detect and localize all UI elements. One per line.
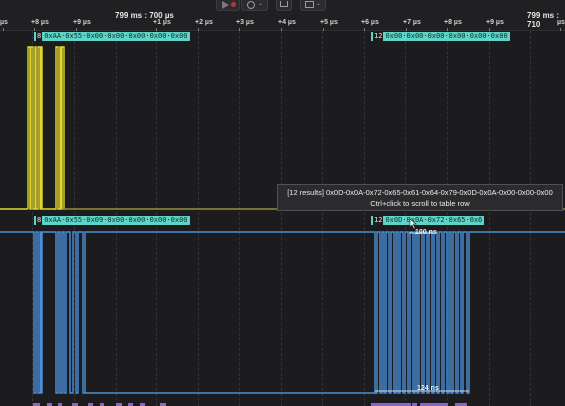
- time-ruler[interactable]: 799 ms : 700 µs 799 ms : 710 ⌄ ⌄ µs +8 µs…: [0, 0, 565, 31]
- grid-line: [364, 31, 365, 406]
- decoder-index: 12: [373, 216, 384, 225]
- ruler-tick-mark: [239, 28, 240, 31]
- ruler-tick-label: +2 µs: [195, 19, 213, 26]
- ruler-tick-mark: [156, 28, 157, 31]
- strip-block: [100, 403, 104, 406]
- measure-button[interactable]: ⌄: [300, 0, 326, 11]
- grid-line: [239, 31, 240, 406]
- decoder-bytes: 0xAA·0x55·0x09·0x00·0x00·0x00·0x00: [44, 216, 188, 224]
- ruler-tick-mark: [76, 28, 77, 31]
- strip-block: [420, 403, 448, 406]
- decoder-tooltip: [12 results] 0x0D-0x0A-0x72-0x65-0x61-0x…: [277, 184, 563, 211]
- ruler-tick-mark: [323, 28, 324, 31]
- strip-block: [160, 403, 166, 406]
- ruler-tick-label: +5 µs: [320, 19, 338, 26]
- ruler-tick-mark: [3, 28, 4, 31]
- ruler-tick-label: µs: [0, 19, 8, 26]
- measure-icon: [305, 1, 314, 8]
- chevron-down-icon: ⌄: [258, 1, 264, 7]
- ruler-tick-label: +4 µs: [278, 19, 296, 26]
- ruler-tick-mark: [447, 28, 448, 31]
- tooltip-hint: Ctrl+click to scroll to table row: [370, 199, 470, 208]
- record-button[interactable]: [216, 0, 240, 11]
- ruler-tick-mark: [364, 28, 365, 31]
- decoder-index: 12: [373, 32, 384, 41]
- strip-block: [371, 403, 411, 406]
- grid-line: [489, 31, 490, 406]
- capture-settings-icon: [247, 1, 255, 9]
- decoder-bytes: 0xAA·0x55·0x00·0x00·0x00·0x00·0x00: [44, 32, 188, 40]
- ruler-tick-mark: [560, 28, 561, 31]
- decoder-label-ch1-a[interactable]: 8 0xAA·0x55·0x09·0x00·0x00·0x00·0x00: [34, 216, 190, 225]
- strip-block: [58, 403, 62, 406]
- decoder-bytes: 0x0D·0x0A·0x72·0x65·0x6: [385, 216, 483, 224]
- ruler-tick-label: +7 µs: [403, 19, 421, 26]
- chevron-down-icon: ⌄: [316, 1, 322, 7]
- ruler-tick-label: +1 µs: [153, 19, 171, 26]
- ch0-pulses: [27, 46, 565, 210]
- ruler-tick-mark: [281, 28, 282, 31]
- markers-icon: [280, 1, 288, 7]
- bottom-channel-strip: [0, 400, 565, 406]
- ruler-tick-mark: [34, 28, 35, 31]
- ch1-pulses: [0, 231, 565, 394]
- strip-block: [412, 403, 417, 406]
- strip-block: [140, 403, 145, 406]
- ruler-timestamp-right: 799 ms : 710: [527, 11, 560, 29]
- ruler-timestamp-left: 799 ms : 700 µs: [115, 11, 174, 20]
- strip-block: [455, 403, 467, 406]
- ruler-tick-label: +8 µs: [444, 19, 462, 26]
- strip-block: [88, 403, 93, 406]
- ruler-tick-mark: [406, 28, 407, 31]
- ruler-tick-label: +3 µs: [236, 19, 254, 26]
- ruler-tick-label: +6 µs: [361, 19, 379, 26]
- pulse-width-measurement: 100 ns: [415, 229, 437, 236]
- ruler-tick-label: µs: [557, 19, 565, 26]
- ruler-tick-mark: [489, 28, 490, 31]
- decoder-label-ch1-b[interactable]: 12 0x0D·0x0A·0x72·0x65·0x6: [371, 216, 485, 225]
- grid-line: [530, 31, 531, 406]
- strip-block: [116, 403, 122, 406]
- decoder-label-ch0-b[interactable]: 12 0x00·0x00·0x00·0x00·0x00·0x00: [371, 32, 510, 41]
- mouse-pointer-icon: [409, 218, 417, 230]
- decoder-bytes: 0x00·0x00·0x00·0x00·0x00·0x00: [385, 32, 508, 40]
- ruler-tick-label: +9 µs: [486, 19, 504, 26]
- ruler-tick-label: +9 µs: [73, 19, 91, 26]
- grid-line: [198, 31, 199, 406]
- strip-block: [33, 403, 40, 406]
- strip-block: [128, 403, 133, 406]
- decoder-index: 8: [36, 32, 43, 41]
- record-icon: [222, 1, 229, 9]
- strip-block: [72, 403, 78, 406]
- record-dot-icon: [231, 2, 236, 7]
- tooltip-results: [12 results] 0x0D-0x0A-0x72-0x65-0x61-0x…: [287, 188, 553, 197]
- decoder-index: 8: [36, 216, 43, 225]
- grid-line: [322, 31, 323, 406]
- grid-line: [281, 31, 282, 406]
- markers-button[interactable]: [276, 0, 292, 11]
- grid-line: [32, 31, 33, 406]
- waveform-plot[interactable]: 8 0xAA·0x55·0x00·0x00·0x00·0x00·0x00 12 0x…: [0, 31, 565, 406]
- strip-block: [47, 403, 52, 406]
- gap-measurement: 124 ns: [417, 385, 439, 392]
- capture-settings-button[interactable]: ⌄: [241, 0, 268, 11]
- ruler-tick-label: +8 µs: [31, 19, 49, 26]
- decoder-label-ch0-a[interactable]: 8 0xAA·0x55·0x00·0x00·0x00·0x00·0x00: [34, 32, 190, 41]
- ruler-tick-mark: [198, 28, 199, 31]
